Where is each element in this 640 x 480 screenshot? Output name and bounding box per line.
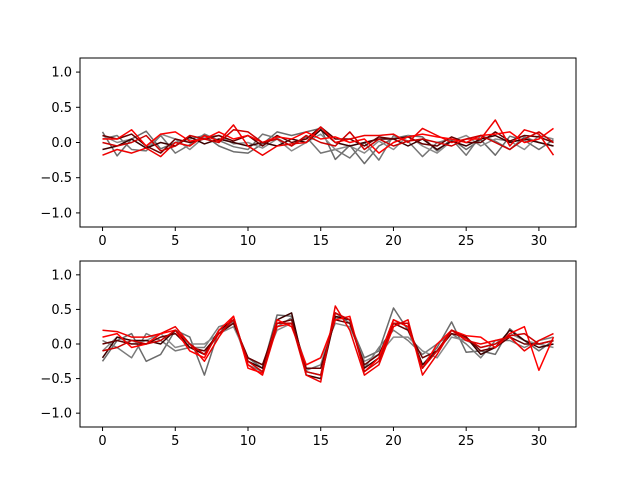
series-line-8 [102, 129, 554, 152]
series-line-3 [102, 133, 554, 154]
y-tick-label: 0.5 [51, 303, 72, 318]
x-tick-label: 5 [171, 434, 179, 449]
bottom-subplot: 0 5 10 15 20 25 30 −1.0 −0.5 0.0 0.5 1.0 [40, 260, 577, 449]
y-tick-label: 0.5 [51, 101, 72, 116]
x-tick-label: 20 [385, 234, 402, 249]
y-tick-label: 0.0 [51, 338, 72, 353]
y-tick-label: 1.0 [51, 268, 72, 283]
y-tick-label: −0.5 [40, 372, 72, 387]
series-line-7 [102, 315, 555, 374]
x-tick-label: 10 [240, 234, 257, 249]
x-tick-label: 15 [312, 434, 329, 449]
x-tick-label: 0 [98, 234, 106, 249]
y-tick-label: −1.0 [40, 206, 72, 221]
y-tick-label: −0.5 [40, 171, 72, 186]
x-tick-label: 15 [312, 234, 329, 249]
top-subplot: 0 5 10 15 20 25 30 −1.0 −0.5 0.0 0.5 1.0 [40, 57, 577, 249]
x-tick-label: 25 [458, 234, 475, 249]
x-tick-label: 25 [458, 434, 475, 449]
x-tick-label: 5 [171, 234, 179, 249]
y-tick-label: −1.0 [40, 407, 72, 422]
x-tick-label: 20 [385, 434, 402, 449]
y-tick-label: 1.0 [51, 66, 72, 81]
y-tick-label: 0.0 [51, 136, 72, 151]
x-tick-label: 10 [240, 434, 257, 449]
x-tick-label: 0 [98, 434, 106, 449]
x-tick-label: 30 [531, 234, 548, 249]
x-tick-label: 30 [531, 434, 548, 449]
series-line-5 [102, 126, 554, 154]
series-line-6 [102, 119, 555, 158]
series-line-8 [102, 312, 554, 376]
